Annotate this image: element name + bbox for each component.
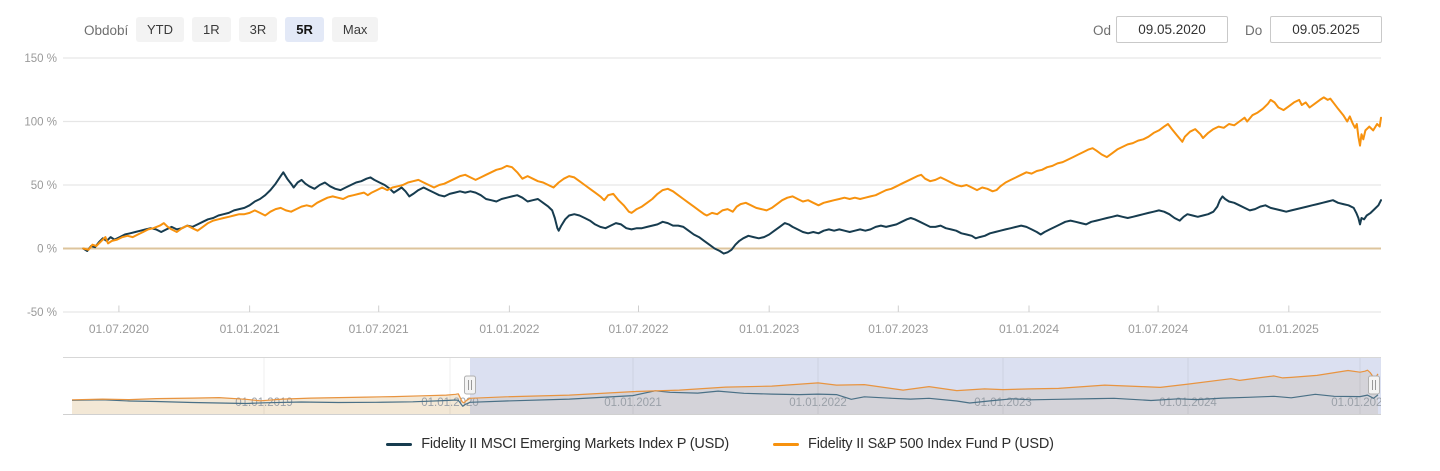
period-button-1R[interactable]: 1R — [192, 17, 231, 42]
legend-line-swatch — [773, 442, 800, 446]
navigator-axis-label: 01.01.2024 — [1159, 397, 1217, 409]
period-button-3R[interactable]: 3R — [238, 17, 278, 42]
y-axis-label: 150 % — [24, 53, 57, 65]
series-line-0[interactable] — [82, 171, 1382, 255]
x-axis-label: 01.01.2024 — [999, 322, 1059, 336]
x-axis-label: 01.07.2021 — [349, 322, 409, 336]
navigator-axis-label: 01.01.2025 — [1331, 397, 1381, 409]
date-from-input[interactable] — [1116, 16, 1228, 43]
y-axis-label: 50 % — [31, 180, 57, 192]
series-line-1[interactable] — [82, 96, 1382, 251]
period-button-Max[interactable]: Max — [331, 17, 379, 42]
legend-line-swatch — [386, 442, 413, 446]
navigator-series-line-1 — [71, 369, 1379, 404]
x-axis-label: 01.07.2023 — [868, 322, 928, 336]
date-to-input[interactable] — [1270, 16, 1382, 43]
x-axis-label: 01.01.2023 — [739, 322, 799, 336]
navigator-left-handle[interactable] — [464, 375, 476, 395]
period-label: Období — [84, 23, 129, 38]
legend-label: Fidelity II S&P 500 Index Fund P (USD) — [808, 436, 1054, 452]
legend-item-0[interactable]: Fidelity II MSCI Emerging Markets Index … — [386, 436, 729, 452]
x-axis-label: 01.01.2025 — [1259, 322, 1319, 336]
navigator-axis-label: 01.01.2020 — [421, 397, 479, 409]
x-axis-label: 01.07.2020 — [89, 322, 149, 336]
y-axis-label: 100 % — [24, 117, 57, 129]
navigator[interactable]: 01.01.2019 01.01.2020 01.01.2021 01.01.2022… — [63, 357, 1381, 415]
period-button-5R[interactable]: 5R — [285, 17, 324, 42]
x-axis-label: 01.07.2024 — [1128, 322, 1188, 336]
date-from-label: Od — [1093, 23, 1112, 38]
navigator-right-handle[interactable] — [1368, 375, 1380, 395]
navigator-selected-range[interactable] — [470, 357, 1381, 414]
date-to-label: Do — [1245, 23, 1263, 38]
navigator-series-line-0 — [71, 390, 1379, 407]
y-axis-label: -50 % — [27, 307, 57, 319]
chart-toolbar: Období YTD 1R 3R 5R Max Od Do — [0, 0, 1440, 46]
chart-legend: Fidelity II MSCI Emerging Markets Index … — [0, 436, 1440, 452]
x-axis-label: 01.01.2022 — [479, 322, 539, 336]
navigator-axis-label: 01.01.2023 — [974, 397, 1032, 409]
x-axis-label: 01.01.2021 — [220, 322, 280, 336]
navigator-axis-label: 01.01.2021 — [604, 397, 662, 409]
main-chart[interactable]: 150 % 100 % 50 % 0 % -50 % 01.07.2020 01.01.20… — [0, 40, 1440, 345]
y-axis-label: 0 % — [37, 244, 57, 256]
x-axis-label: 01.07.2022 — [608, 322, 668, 336]
legend-label: Fidelity II MSCI Emerging Markets Index … — [421, 436, 730, 452]
legend-item-1[interactable]: Fidelity II S&P 500 Index Fund P (USD) — [773, 436, 1054, 452]
period-button-YTD[interactable]: YTD — [136, 17, 184, 42]
navigator-axis-label: 01.01.2022 — [789, 397, 847, 409]
period-buttons: YTD 1R 3R 5R Max — [136, 17, 379, 42]
